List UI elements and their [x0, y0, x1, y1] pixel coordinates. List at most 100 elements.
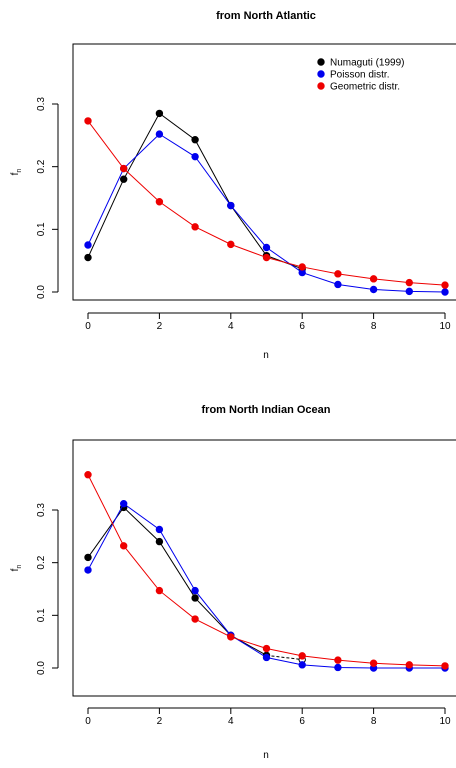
- y-tick-label: 0.0: [36, 285, 47, 299]
- data-point: [227, 633, 235, 641]
- data-point: [191, 152, 199, 161]
- data-point: [120, 499, 128, 508]
- data-point: [191, 586, 199, 595]
- y-axis-label: fn: [10, 169, 23, 176]
- data-point: [369, 659, 378, 667]
- data-point: [441, 288, 449, 296]
- series-line-dashed: [266, 654, 303, 661]
- y-tick-label: 0.2: [36, 555, 47, 569]
- x-axis: 0 2 4 6 8 10: [85, 707, 451, 727]
- data-point: [120, 175, 128, 183]
- data-point: [298, 661, 306, 669]
- series-line: [87, 506, 267, 656]
- data-point: [262, 653, 271, 662]
- data-point: [84, 241, 92, 249]
- y-axis-label: fn: [10, 565, 23, 572]
- series-2: [84, 471, 449, 670]
- legend-label: Numaguti (1999): [330, 58, 404, 69]
- data-point: [405, 287, 413, 296]
- x-tick-label: 6: [299, 716, 305, 727]
- data-point: [262, 253, 271, 262]
- x-axis-label: n: [263, 750, 269, 761]
- data-point: [298, 652, 306, 660]
- data-point: [334, 663, 342, 672]
- chart-title: from North Atlantic: [216, 10, 316, 22]
- y-tick-label: 0.3: [36, 97, 47, 111]
- data-point: [84, 471, 92, 479]
- data-point: [369, 275, 378, 283]
- data-point: [227, 201, 235, 210]
- data-point: [262, 243, 271, 252]
- x-tick-label: 10: [439, 716, 451, 727]
- x-tick-label: 0: [85, 716, 91, 727]
- x-tick-label: 0: [85, 321, 91, 332]
- data-point: [120, 542, 128, 550]
- data-point: [405, 278, 413, 287]
- legend-marker: [317, 58, 325, 66]
- series-line: [87, 502, 445, 669]
- chart-north-atlantic: from North Atlantic n fn 0 2 4 6 8 100.00.10.…: [10, 10, 456, 361]
- chart-title: from North Indian Ocean: [202, 404, 331, 416]
- data-point: [155, 130, 164, 138]
- y-tick-label: 0.3: [36, 503, 47, 517]
- chart-north-indian-ocean: from North Indian Ocean n fn 0 2 4 6 8 100.00…: [10, 404, 456, 761]
- y-tick-label: 0.0: [36, 661, 47, 675]
- legend-label: Poisson distr.: [330, 70, 389, 81]
- data-point: [334, 656, 342, 664]
- y-axis-label-sub: n: [16, 169, 23, 173]
- data-point: [298, 263, 306, 271]
- data-point: [334, 270, 342, 278]
- x-tick-label: 2: [157, 716, 163, 727]
- series-2: [84, 117, 449, 289]
- data-point: [191, 594, 199, 602]
- data-point: [155, 525, 164, 534]
- data-point: [369, 285, 378, 294]
- svg-text:fn: fn: [10, 565, 23, 572]
- y-axis-label-main: f: [10, 172, 21, 175]
- x-tick-label: 4: [228, 321, 234, 332]
- series-line: [87, 133, 446, 293]
- data-point: [84, 566, 92, 574]
- x-tick-label: 8: [371, 321, 377, 332]
- data-point: [441, 281, 449, 289]
- series-0: [84, 109, 306, 273]
- data-point: [262, 644, 271, 653]
- x-tick-label: 8: [371, 716, 377, 727]
- data-point: [155, 109, 164, 118]
- data-point: [84, 553, 92, 562]
- y-tick-label: 0.1: [36, 608, 47, 622]
- x-axis: 0 2 4 6 8 10: [85, 312, 451, 332]
- y-tick-label: 0.1: [36, 222, 47, 236]
- series-line: [87, 474, 446, 667]
- y-axis: 0.0 0.1 0.2 0.3: [36, 503, 59, 675]
- data-point: [191, 223, 199, 231]
- x-tick-label: 4: [228, 716, 234, 727]
- data-point: [155, 537, 164, 546]
- data-point: [155, 198, 164, 206]
- series-0: [84, 503, 306, 664]
- series-1: [84, 130, 449, 296]
- data-point: [155, 586, 164, 595]
- x-tick-label: 6: [299, 321, 305, 332]
- data-point: [334, 280, 342, 289]
- legend-marker: [317, 82, 325, 90]
- data-point: [84, 117, 92, 125]
- x-tick-label: 2: [157, 321, 163, 332]
- y-tick-label: 0.2: [36, 159, 47, 173]
- svg-text:fn: fn: [10, 169, 23, 176]
- y-axis: 0.0 0.1 0.2 0.3: [36, 97, 59, 299]
- data-point: [441, 662, 449, 670]
- data-point: [84, 253, 92, 262]
- legend-marker: [317, 70, 325, 78]
- x-tick-label: 10: [439, 321, 451, 332]
- data-point: [191, 136, 199, 144]
- data-point: [191, 615, 199, 623]
- data-point: [405, 661, 413, 669]
- y-axis-label-main: f: [10, 568, 21, 571]
- data-point: [227, 240, 235, 249]
- x-axis-label: n: [263, 350, 269, 361]
- plot-frame: [72, 43, 456, 301]
- legend: Numaguti (1999)Poisson distr.Geometric d…: [317, 58, 404, 93]
- data-point: [120, 164, 128, 173]
